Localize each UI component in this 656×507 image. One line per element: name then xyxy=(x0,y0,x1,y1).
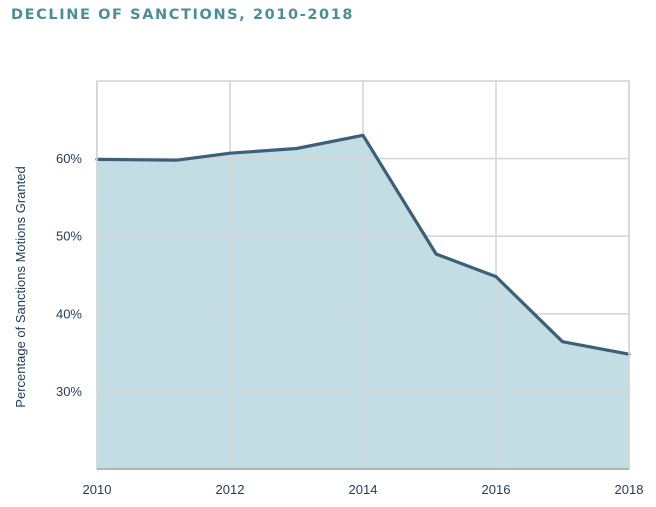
x-tick-label-2018: 2018 xyxy=(615,482,644,497)
data-point-2 xyxy=(228,151,232,155)
y-tick-label-30: 30% xyxy=(56,384,82,399)
data-point-1 xyxy=(175,158,178,162)
y-tick-labels: 30% 40% 50% 60% xyxy=(56,151,82,399)
y-tick-label-50: 50% xyxy=(56,229,82,244)
x-tick-label-2010: 2010 xyxy=(83,482,112,497)
data-point-5 xyxy=(434,252,438,256)
y-tick-label-40: 40% xyxy=(56,306,82,321)
y-tick-label-60: 60% xyxy=(56,151,82,166)
data-point-7 xyxy=(561,340,564,343)
data-point-3 xyxy=(295,147,298,150)
x-tick-label-2014: 2014 xyxy=(349,482,378,497)
x-tick-label-2016: 2016 xyxy=(482,482,511,497)
data-point-6 xyxy=(494,275,498,278)
y-axis-title: Percentage of Sanctions Motions Granted xyxy=(13,166,28,407)
data-point-4 xyxy=(361,134,365,137)
chart-title: DECLINE OF SANCTIONS, 2010-2018 xyxy=(11,7,355,23)
x-tick-labels: 2010 2012 2014 2016 2018 xyxy=(83,482,644,497)
x-tick-label-2012: 2012 xyxy=(216,482,245,497)
plot-frame-layer xyxy=(96,80,630,470)
